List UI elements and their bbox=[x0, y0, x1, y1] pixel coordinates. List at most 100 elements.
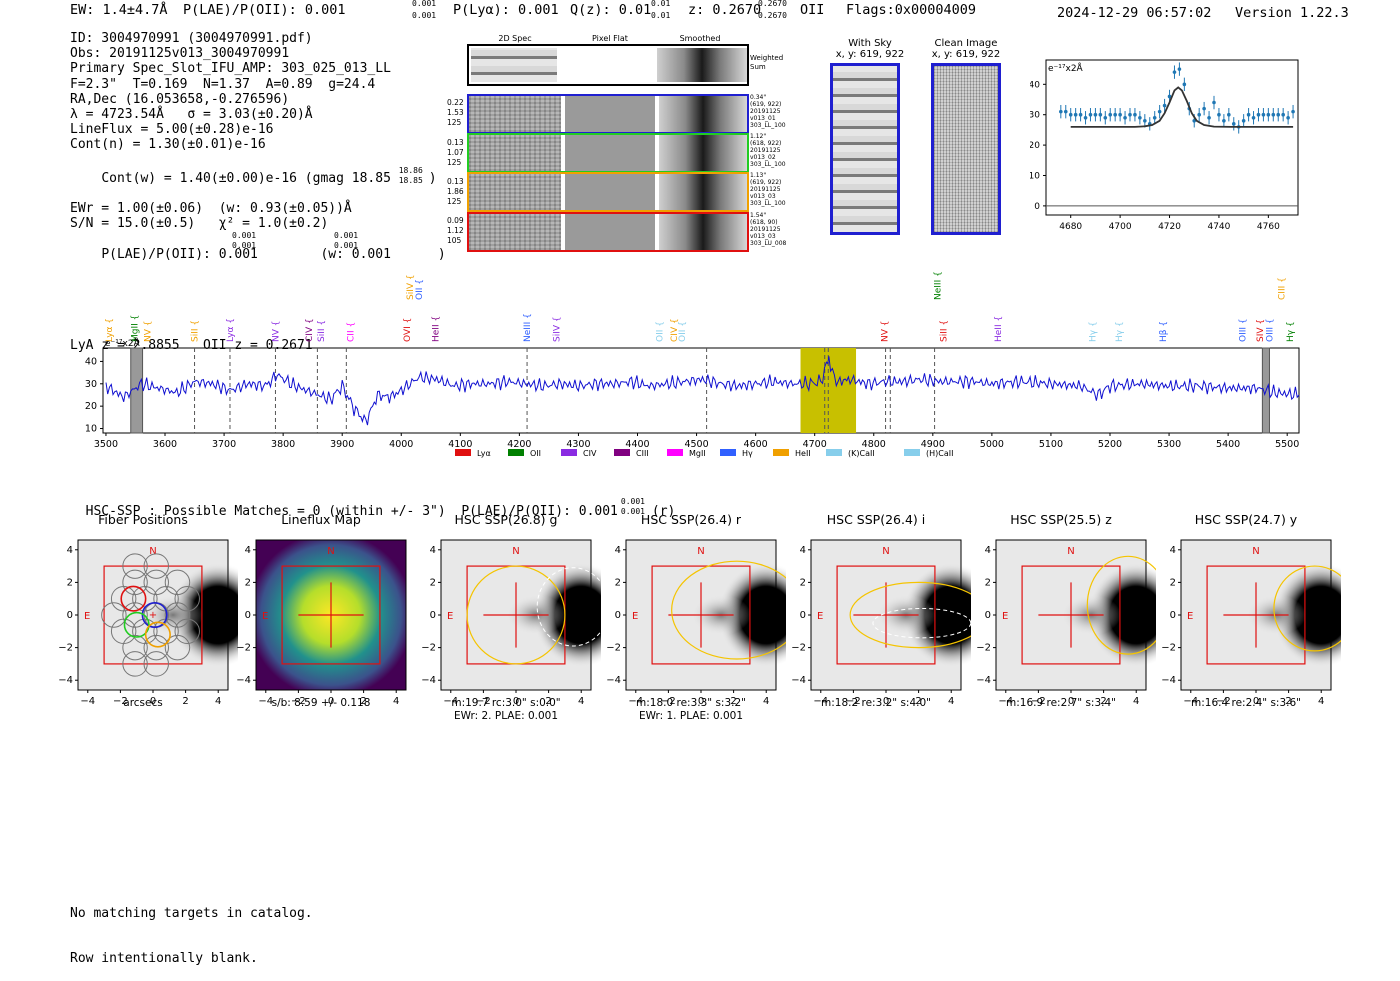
compass-north: N bbox=[697, 546, 704, 557]
emission-line-label: CIV { bbox=[305, 318, 315, 342]
hsc-summary: HSC-SSP : Possible Matches = 0 (within +… bbox=[70, 486, 676, 519]
emission-line-label: SiII { bbox=[317, 320, 327, 342]
spec-y-tick-label: 10 bbox=[85, 424, 97, 435]
emission-line-label: SIV { bbox=[1256, 319, 1266, 342]
cutout-image: N E −4 −4 −2 −2 0 0 2 2 4 4 bbox=[421, 539, 601, 707]
cutout-y-tick-label: 4 bbox=[245, 545, 251, 556]
compass-east: E bbox=[447, 611, 453, 622]
fit-data-point bbox=[1177, 67, 1182, 71]
cutout-x-tick-label: 4 bbox=[1318, 696, 1324, 707]
cutout-y-tick-label: 4 bbox=[615, 545, 621, 556]
fit-data-point bbox=[1118, 112, 1122, 117]
compass-east: E bbox=[632, 611, 638, 622]
cutout-x-tick-label: 0 bbox=[150, 696, 156, 707]
bright-galaxy bbox=[1273, 563, 1341, 667]
emission-line-label: Hγ { bbox=[1286, 321, 1296, 342]
header-z: z: 0.2670 bbox=[688, 2, 762, 18]
target-plus: + bbox=[149, 610, 157, 621]
fiber-orange bbox=[144, 621, 171, 648]
fit-data-point bbox=[1172, 70, 1177, 74]
fit-x-tick-label: 4720 bbox=[1158, 222, 1181, 232]
fit-data-point bbox=[1222, 118, 1226, 123]
spec-x-tick-label: 3600 bbox=[153, 439, 177, 450]
info-gmag-sub: 18.85 bbox=[398, 175, 423, 185]
spec2d-row-4-flat bbox=[565, 214, 655, 250]
spectrum-line bbox=[105, 356, 1300, 426]
spectrum-unit-label: e⁻¹⁷x2Å bbox=[105, 337, 141, 349]
legend-label: (K)CaII bbox=[848, 449, 875, 458]
spec-x-tick-label: 3700 bbox=[212, 439, 236, 450]
fit-data-point bbox=[1241, 118, 1246, 123]
cutout-y-tick-label: −2 bbox=[58, 643, 73, 654]
spec2d-row-1 bbox=[467, 94, 749, 134]
cutout-y-tick-label: −4 bbox=[606, 675, 621, 686]
emission-line-label: SiII { bbox=[191, 320, 201, 342]
with-sky-xy: x, y: 619, 922 bbox=[835, 49, 905, 60]
emission-line-label: Hγ { bbox=[1115, 321, 1125, 342]
legend-swatch bbox=[561, 449, 577, 456]
cutout-panel-6: HSC SSP(24.7) y N E −4 −4 −2 −2 0 0 2 2 4 4 m:16.4 re… bbox=[1151, 510, 1341, 725]
legend-label: (H)CaII bbox=[926, 449, 953, 458]
header-version: Version 1.22.3 bbox=[1235, 5, 1349, 21]
fiber-circle bbox=[143, 651, 169, 677]
spec2d-row-2-left: 0.13 1.07 125 bbox=[447, 138, 464, 167]
spec2d-row-2-flat bbox=[565, 135, 655, 171]
fit-data-point bbox=[1157, 109, 1162, 114]
cutout-x-tick-label: −2 bbox=[846, 696, 861, 707]
fit-x-tick-label: 4680 bbox=[1059, 222, 1082, 232]
compass-east: E bbox=[84, 611, 90, 622]
with-sky-title: With Sky bbox=[848, 38, 892, 49]
cutout-title: HSC SSP(24.7) y bbox=[1194, 512, 1298, 527]
spec-x-tick-label: 5000 bbox=[980, 439, 1004, 450]
cutout-y-tick-label: 4 bbox=[1170, 545, 1176, 556]
cutout-y-tick-label: 0 bbox=[1170, 610, 1176, 621]
cutout-y-tick-label: 0 bbox=[985, 610, 991, 621]
spec-x-tick-label: 4100 bbox=[448, 439, 472, 450]
info-gmag-sup: 18.86 bbox=[398, 165, 423, 175]
spec2d-row-3-flat bbox=[565, 174, 655, 210]
cutout-x-tick-label: −4 bbox=[443, 696, 458, 707]
spec-x-tick-label: 3900 bbox=[330, 439, 354, 450]
legend-swatch bbox=[614, 449, 630, 456]
cutout-y-tick-label: −4 bbox=[976, 675, 991, 686]
legend-label: OII bbox=[530, 449, 541, 458]
legend-label: Lyα bbox=[477, 449, 491, 458]
spec2d-row-2 bbox=[467, 133, 749, 173]
spec2d-panel: 2D Spec Pixel Flat Smoothed Weighted Sum… bbox=[445, 32, 790, 257]
cutout-x-tick-label: 4 bbox=[393, 696, 399, 707]
aperture-ellipse bbox=[466, 565, 566, 665]
aperture-ellipse bbox=[1086, 555, 1156, 655]
cutout-y-tick-label: 0 bbox=[430, 610, 436, 621]
fiber-circle bbox=[122, 634, 148, 661]
cutout-image: N E −4 −4 −2 −2 0 0 2 2 4 4 bbox=[791, 539, 971, 707]
info-line-spec-slot: Primary Spec_Slot_IFU_AMP: 303_025_013_L… bbox=[70, 61, 391, 77]
cutout-x-tick-label: −2 bbox=[476, 696, 491, 707]
footer-line-2: Row intentionally blank. bbox=[70, 951, 258, 966]
legend-swatch bbox=[508, 449, 524, 456]
fit-data-point bbox=[1128, 112, 1132, 117]
fit-data-point bbox=[1271, 112, 1276, 117]
cutout-y-tick-label: 0 bbox=[67, 610, 73, 621]
cutout-x-tick-label: 2 bbox=[182, 696, 188, 707]
fit-data-point bbox=[1291, 109, 1295, 114]
cutout-info-line-1: m:19.7 rc:3.0" s:0.0" bbox=[451, 697, 561, 709]
emission-line-label: NeIII { bbox=[523, 313, 533, 342]
header-plae-sup: 0.001 bbox=[412, 0, 437, 8]
fit-data-point bbox=[1113, 112, 1117, 117]
spec-x-tick-label: 4900 bbox=[921, 439, 945, 450]
info-line-sn: S/N = 15.0(±0.5) χ² = 1.0(±0.2) bbox=[70, 216, 329, 232]
fiber-blue bbox=[141, 601, 168, 629]
spec-x-tick-label: 4200 bbox=[507, 439, 531, 450]
legend-swatch bbox=[667, 449, 683, 456]
fit-data-point bbox=[1108, 112, 1113, 117]
cutout-x-tick-label: −4 bbox=[628, 696, 643, 707]
cutout-x-tick-label: 2 bbox=[730, 696, 736, 707]
cutout-x-tick-label: −2 bbox=[661, 696, 676, 707]
legend-label: CIV bbox=[583, 449, 597, 458]
header-qz: Q(z): 0.01 bbox=[570, 2, 652, 18]
info-plae-w-sup: 0.001 bbox=[334, 230, 359, 240]
cutout-y-tick-label: 4 bbox=[430, 545, 436, 556]
cutout-title: HSC SSP(25.5) z bbox=[1010, 512, 1112, 527]
cutout-y-tick-label: −4 bbox=[791, 675, 806, 686]
fit-x-tick-label: 4700 bbox=[1109, 222, 1132, 232]
